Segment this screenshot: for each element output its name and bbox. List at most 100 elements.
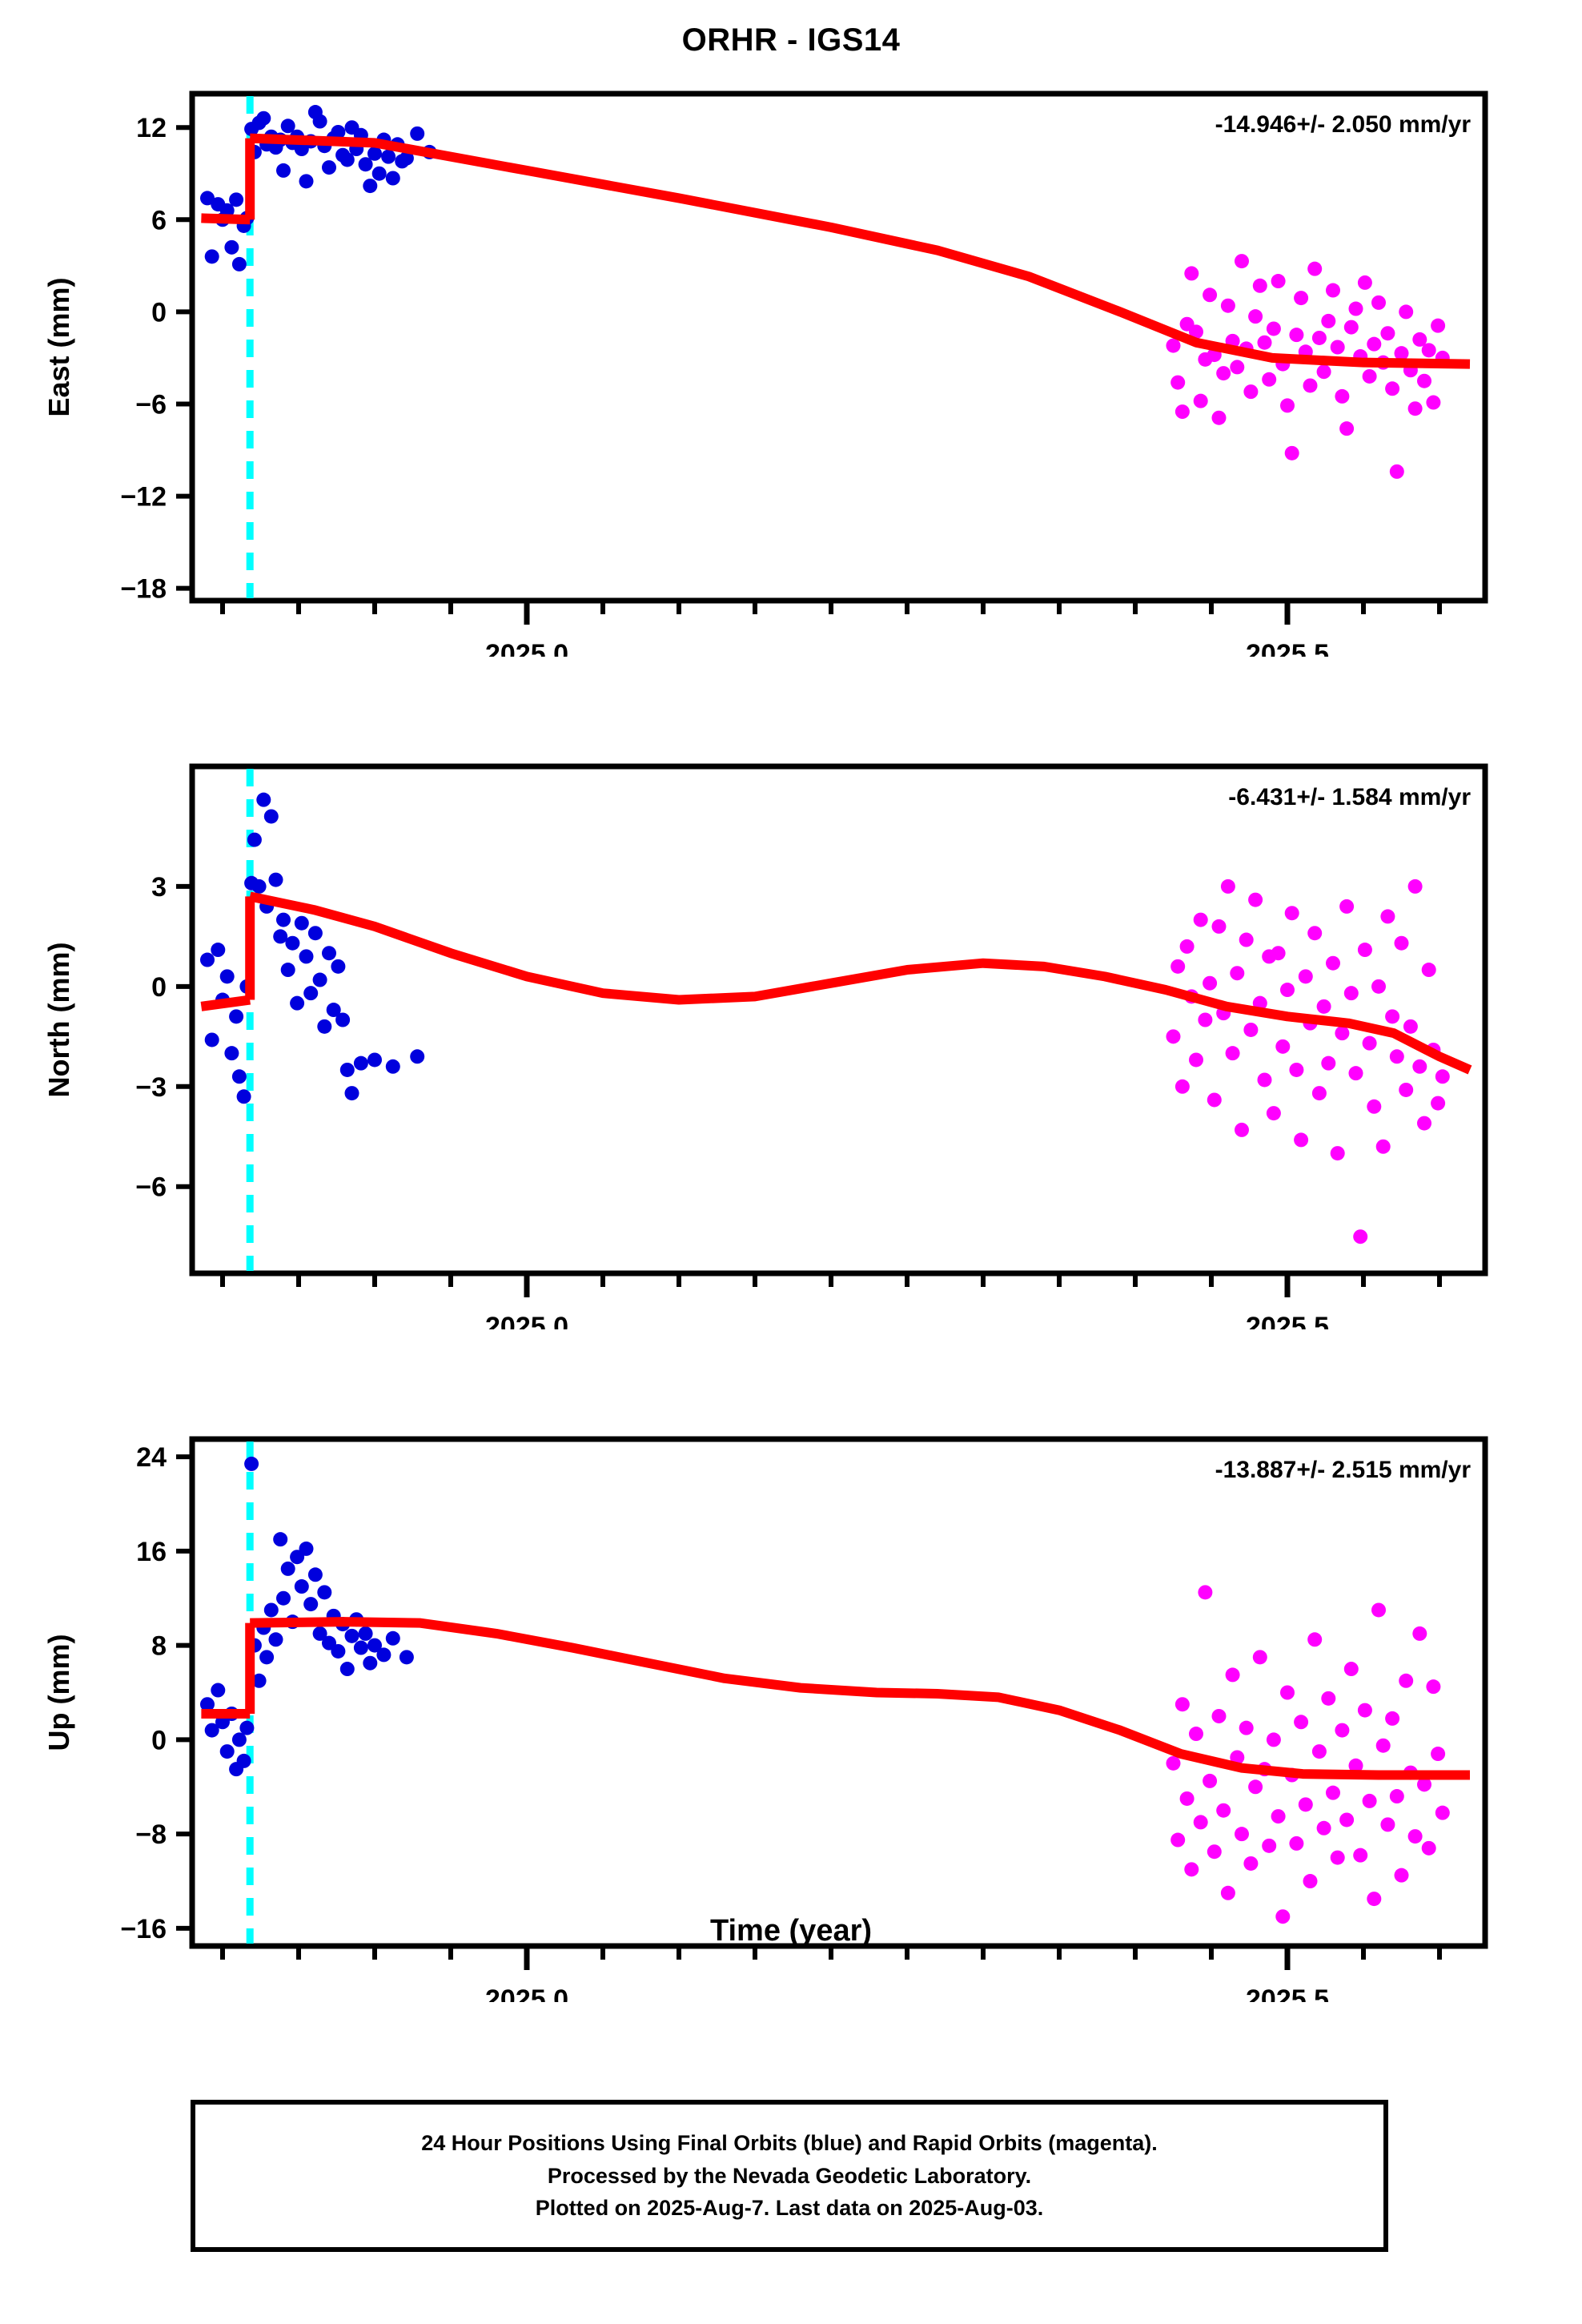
data-point: [211, 943, 226, 958]
data-point: [1289, 1062, 1304, 1077]
plot-frame-up: [189, 1436, 1488, 1949]
data-layer-east: [200, 105, 1471, 479]
data-point: [256, 792, 271, 807]
data-point: [331, 1643, 346, 1659]
series-up-final-orbits: [200, 1456, 414, 1777]
series-east-rapid-orbits: [1166, 254, 1450, 479]
data-point: [1399, 1082, 1414, 1097]
data-point: [231, 1732, 247, 1747]
data-point: [1225, 1667, 1240, 1683]
data-point: [1385, 1009, 1400, 1024]
data-point: [251, 879, 267, 894]
data-point: [299, 174, 314, 189]
y-tick-label-east-2: 0: [151, 297, 167, 328]
data-point: [1367, 336, 1382, 352]
data-point: [1193, 1815, 1208, 1830]
data-point: [331, 124, 346, 139]
data-point: [381, 149, 396, 164]
data-point: [1307, 1632, 1323, 1647]
data-point: [1399, 1673, 1414, 1688]
data-point: [339, 1062, 355, 1077]
data-point: [385, 1059, 400, 1074]
data-point: [1330, 340, 1345, 355]
data-point: [236, 1089, 251, 1104]
data-point: [317, 1019, 332, 1034]
data-point: [1184, 1862, 1199, 1877]
data-point: [376, 1647, 391, 1663]
data-point: [1189, 324, 1203, 340]
caption-line-2: Processed by the Nevada Geodetic Laborat…: [547, 2163, 1032, 2188]
data-point: [1257, 1072, 1272, 1088]
data-point: [1375, 1139, 1391, 1154]
data-point: [1385, 381, 1400, 396]
data-point: [1220, 1885, 1235, 1900]
data-point: [1362, 1793, 1377, 1808]
data-point: [1207, 1844, 1222, 1860]
data-point: [1294, 1715, 1309, 1730]
data-point: [307, 926, 323, 941]
y-tick-label-north-1: 0: [151, 972, 167, 1003]
plot-frame-north: [189, 763, 1488, 1277]
plot-north: 3 0 −3 −6 2025.0 2025.5 North (mm) -6.431+/- 1.…: [42, 763, 1488, 1329]
data-point: [312, 972, 327, 987]
y-tick-label-east-0: 12: [136, 113, 167, 143]
data-point: [1371, 979, 1386, 994]
y-axis-label-east: East (mm): [42, 277, 75, 416]
data-point: [1266, 1106, 1281, 1121]
data-point: [1203, 1773, 1218, 1788]
data-point: [1321, 1691, 1336, 1706]
data-point: [1353, 1848, 1368, 1863]
data-point: [1417, 1116, 1431, 1131]
data-point: [1321, 313, 1336, 328]
data-point: [1280, 1685, 1295, 1700]
data-point: [1303, 1874, 1318, 1889]
data-point: [1394, 346, 1409, 361]
caption-line-3: Plotted on 2025-Aug-7. Last data on 2025…: [535, 2196, 1044, 2221]
data-point: [1257, 335, 1272, 350]
data-point: [276, 1590, 291, 1606]
data-point: [385, 1630, 400, 1646]
data-point: [1412, 1626, 1427, 1641]
data-point: [1179, 939, 1195, 954]
data-point: [263, 809, 279, 824]
data-point: [1343, 320, 1359, 335]
data-point: [1239, 1720, 1254, 1735]
series-north-rapid-orbits: [1166, 879, 1450, 1244]
data-point: [1243, 384, 1259, 400]
data-point: [326, 1003, 341, 1018]
data-point: [1216, 1803, 1231, 1818]
data-point: [1170, 375, 1186, 390]
data-point: [1189, 1727, 1203, 1742]
data-point: [200, 952, 215, 967]
data-point: [1367, 1892, 1382, 1907]
data-point: [1339, 421, 1355, 436]
data-point: [1166, 1029, 1181, 1044]
data-point: [1407, 1829, 1423, 1844]
data-point: [367, 1638, 382, 1653]
data-point: [1271, 1809, 1286, 1824]
data-point: [1326, 283, 1340, 298]
data-point: [1412, 1059, 1427, 1074]
data-layer-up: [200, 1456, 1470, 1924]
caption-box: 24 Hour Positions Using Final Orbits (bl…: [191, 2100, 1388, 2252]
plot-frame-east: [189, 90, 1488, 604]
data-point: [1335, 1026, 1350, 1041]
data-point: [219, 969, 235, 984]
data-point: [1307, 261, 1323, 276]
data-point: [1294, 1132, 1309, 1148]
caption-line-1: 24 Hour Positions Using Final Orbits (bl…: [421, 2131, 1158, 2156]
model-fit-segment-north-1: [248, 891, 1472, 1075]
data-point: [1371, 1602, 1386, 1618]
data-point: [247, 832, 262, 847]
data-point: [303, 986, 319, 1001]
data-point: [200, 1697, 215, 1712]
data-point: [1330, 1850, 1345, 1865]
data-point: [1174, 404, 1190, 420]
data-point: [251, 1673, 267, 1688]
data-point: [211, 1683, 226, 1698]
data-point: [1294, 291, 1309, 306]
y-axis-label-north: North (mm): [42, 943, 75, 1098]
x-axis-label: Time (year): [709, 1914, 873, 1948]
data-point: [299, 1541, 314, 1556]
